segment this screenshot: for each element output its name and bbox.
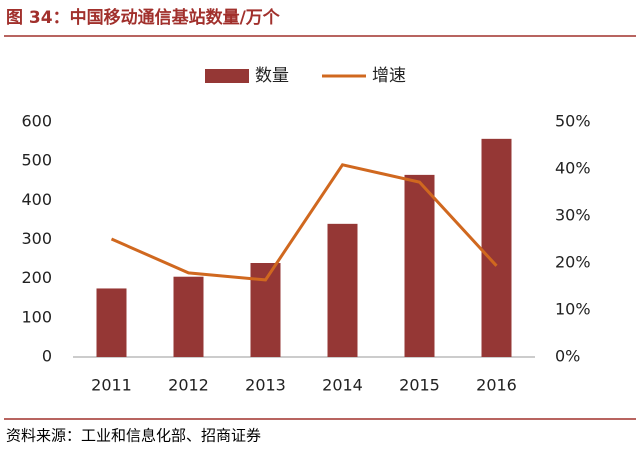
y-tick-label: 200	[21, 268, 52, 287]
y-tick-label: 600	[21, 112, 52, 131]
x-tick-label: 2014	[322, 376, 363, 395]
y2-tick-label: 50%	[555, 112, 591, 131]
bar	[404, 174, 435, 357]
legend-label: 增速	[372, 66, 406, 86]
y-tick-label: 0	[42, 347, 52, 366]
x-tick-label: 2013	[245, 376, 286, 395]
chart-title: 图 34：中国移动通信基站数量/万个	[6, 7, 281, 28]
y2-tick-label: 10%	[555, 300, 591, 319]
legend-label: 数量	[255, 66, 289, 86]
x-tick-label: 2011	[91, 376, 132, 395]
bar	[250, 263, 281, 357]
y2-tick-label: 40%	[555, 159, 591, 178]
y-tick-label: 100	[21, 307, 52, 326]
bar	[96, 288, 127, 357]
y2-tick-label: 30%	[555, 206, 591, 225]
y-tick-label: 500	[21, 151, 52, 170]
bar	[173, 276, 204, 357]
x-tick-label: 2016	[476, 376, 517, 395]
line	[110, 163, 498, 282]
y2-tick-label: 0%	[555, 347, 580, 366]
y-tick-label: 300	[21, 229, 52, 248]
x-tick-label: 2015	[399, 376, 440, 395]
y-tick-label: 400	[21, 190, 52, 209]
source: 资料来源：工业和信息化部、招商证券	[6, 427, 261, 445]
x-tick-label: 2012	[168, 376, 209, 395]
bar	[481, 138, 512, 357]
bar	[327, 223, 358, 357]
legend-swatch	[205, 69, 249, 83]
y2-tick-label: 20%	[555, 253, 591, 272]
